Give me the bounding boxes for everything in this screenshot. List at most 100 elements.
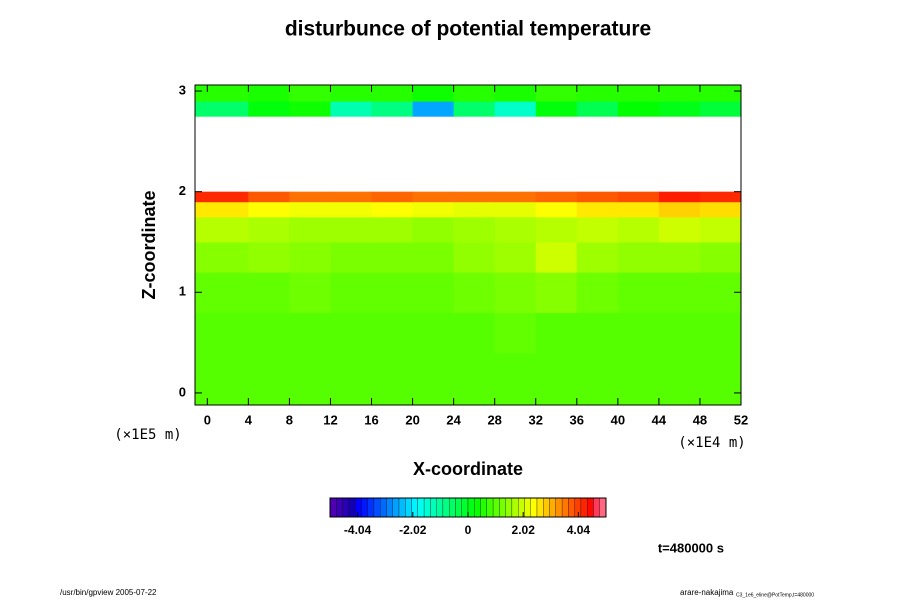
- cell: [371, 101, 414, 117]
- x-unit: (×1E4 m): [678, 435, 745, 451]
- cell: [289, 201, 331, 218]
- plot-frame: [194, 84, 742, 406]
- cell: [195, 201, 249, 218]
- y-unit: (×1E5 m): [114, 427, 181, 443]
- colorbar-segment: [536, 497, 544, 518]
- colorbar-tick-label: -2.02: [399, 523, 427, 537]
- cell: [699, 85, 742, 102]
- cell: [617, 201, 660, 218]
- x-tick-label: 44: [652, 412, 667, 427]
- y-tick-label: 2: [179, 183, 186, 198]
- colorbar-segment: [568, 497, 575, 518]
- cell: [576, 352, 619, 406]
- cell: [371, 201, 414, 218]
- cell: [248, 272, 290, 313]
- cell: [699, 312, 742, 354]
- cell: [699, 241, 742, 273]
- cell: [658, 101, 701, 117]
- cell: [195, 101, 249, 117]
- cell: [617, 352, 660, 406]
- x-tick-label: 32: [529, 412, 543, 427]
- colorbar-segment: [367, 497, 375, 518]
- x-tick-label: 36: [570, 412, 584, 427]
- cell: [658, 312, 701, 354]
- cell: [699, 101, 742, 117]
- cell: [494, 216, 537, 243]
- colorbar-segment: [587, 497, 594, 518]
- colorbar-segment: [380, 497, 387, 518]
- cell: [658, 216, 701, 243]
- cell: [248, 191, 290, 203]
- colorbar-tick-label: 4.04: [567, 523, 591, 537]
- cell: [195, 272, 249, 313]
- colorbar-segment: [474, 497, 481, 518]
- cell: [453, 352, 496, 406]
- cell: [195, 191, 249, 203]
- colorbar-segment: [549, 497, 556, 518]
- cell: [195, 352, 249, 406]
- cell: [330, 216, 373, 243]
- cell: [494, 241, 537, 273]
- colorbar-segment: [373, 497, 381, 518]
- cell: [699, 191, 742, 203]
- cell: [412, 241, 455, 273]
- x-tick-label: 20: [405, 412, 419, 427]
- cell: [576, 241, 619, 273]
- cell: [330, 201, 373, 218]
- cell: [494, 101, 537, 117]
- cell: [535, 101, 578, 117]
- cell: [494, 191, 537, 203]
- cell: [658, 191, 701, 203]
- colorbar-segment: [354, 497, 362, 518]
- cell: [371, 241, 414, 273]
- cell: [248, 85, 290, 102]
- cell: [248, 312, 290, 354]
- cell: [195, 312, 249, 354]
- x-tick-label: 28: [487, 412, 501, 427]
- cell: [330, 272, 373, 313]
- cell: [494, 352, 537, 406]
- cell: [330, 101, 373, 117]
- cell: [289, 191, 331, 203]
- cell: [576, 85, 619, 102]
- colorbar-segment: [530, 497, 538, 518]
- footer-left: /usr/bin/gpview 2005-07-22: [60, 588, 157, 597]
- colorbar-segment: [505, 497, 513, 518]
- cell: [330, 85, 373, 102]
- cell: [535, 216, 578, 243]
- cell: [494, 272, 537, 313]
- cell: [658, 241, 701, 273]
- colorbar-segment: [405, 497, 412, 518]
- footer-right-small: C3_1e6_eline@PotTemp,t=480000: [736, 592, 814, 598]
- cell: [535, 201, 578, 218]
- cell: [453, 216, 496, 243]
- colorbar-segment: [461, 497, 469, 518]
- colorbar-segment: [593, 497, 600, 518]
- cell: [617, 101, 660, 117]
- cell: [248, 101, 290, 117]
- colorbar-tick-label: 0: [465, 523, 472, 537]
- cell: [289, 352, 331, 406]
- cell: [453, 241, 496, 273]
- cell: [195, 216, 249, 243]
- cell: [617, 312, 660, 354]
- cell: [371, 272, 414, 313]
- cell: [494, 85, 537, 102]
- cell: [617, 216, 660, 243]
- colorbar-segment: [574, 497, 582, 518]
- chart-title: disturbunce of potential temperature: [285, 18, 651, 41]
- cell: [535, 191, 578, 203]
- colorbar-segment: [599, 497, 607, 518]
- colorbar-segment: [486, 497, 494, 518]
- colorbar-segment: [467, 497, 475, 518]
- y-tick-label: 1: [179, 284, 186, 299]
- cell: [699, 216, 742, 243]
- cell: [453, 191, 496, 203]
- cell: [658, 85, 701, 102]
- y-tick-label: 0: [179, 384, 186, 399]
- colorbar-segment: [361, 497, 368, 518]
- cell: [289, 85, 331, 102]
- cell: [412, 312, 455, 354]
- colorbar-segment: [492, 497, 500, 518]
